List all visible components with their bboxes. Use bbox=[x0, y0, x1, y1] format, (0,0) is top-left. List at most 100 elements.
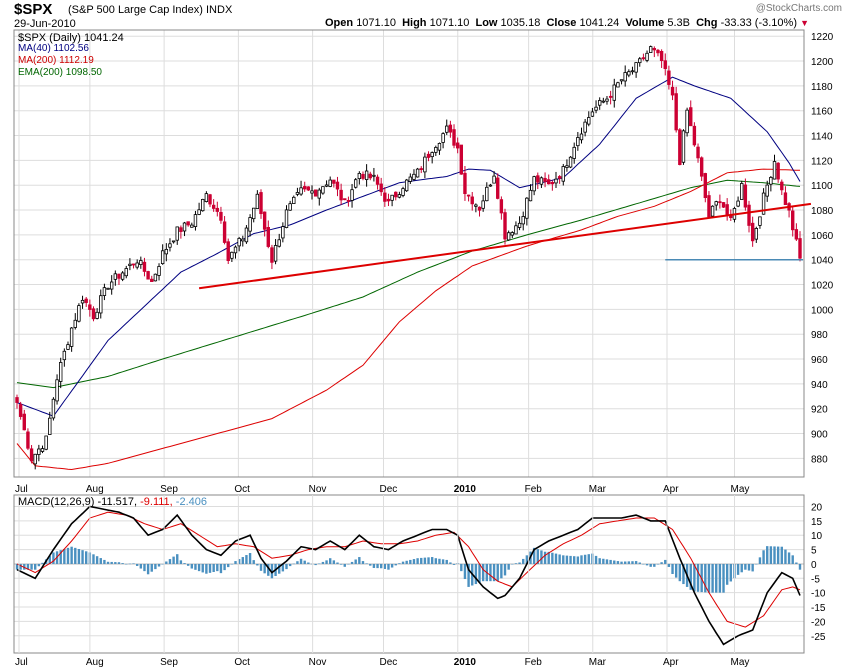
open-label: Open bbox=[325, 17, 354, 29]
macd-hist-bar bbox=[689, 563, 692, 590]
macd-hist-bar bbox=[154, 563, 157, 570]
candle-body bbox=[201, 198, 205, 212]
candle-body bbox=[364, 170, 369, 180]
macd-hist-bar bbox=[369, 563, 372, 566]
macd-hist-bar bbox=[729, 563, 733, 582]
candle-body bbox=[379, 183, 383, 193]
macd-hist-bar bbox=[117, 562, 121, 564]
macd-month-tick-label: Aug bbox=[86, 657, 104, 668]
candle-body bbox=[197, 209, 201, 215]
macd-hist-bar bbox=[551, 552, 554, 564]
candle-body bbox=[605, 98, 609, 102]
candle-body bbox=[710, 205, 715, 217]
candle-body bbox=[102, 287, 107, 296]
macd-hist-bar bbox=[740, 563, 743, 573]
candle-body bbox=[652, 47, 657, 51]
macd-hist-bar bbox=[128, 563, 132, 565]
candle-body bbox=[426, 153, 431, 158]
macd-hist-bar bbox=[543, 551, 547, 564]
candle-body bbox=[222, 221, 227, 243]
candle-body bbox=[91, 308, 96, 320]
candle-body bbox=[40, 448, 45, 452]
macd-legend-signal: -9.111, bbox=[140, 496, 173, 508]
candle-body bbox=[423, 156, 427, 173]
macd-tick-label: 20 bbox=[811, 502, 823, 513]
macd-hist-bar bbox=[248, 553, 252, 564]
macd-hist-bar bbox=[500, 563, 503, 579]
macd-hist-bar bbox=[394, 563, 397, 566]
macd-hist-bar bbox=[569, 555, 572, 564]
macd-hist-bar bbox=[492, 563, 496, 582]
macd-hist-bar bbox=[135, 563, 139, 566]
month-tick-label: Dec bbox=[380, 484, 398, 495]
macd-hist-bar bbox=[292, 563, 295, 565]
month-tick-label: May bbox=[731, 484, 750, 495]
macd-histogram bbox=[15, 546, 802, 593]
candle-body bbox=[372, 174, 376, 177]
candle-body bbox=[583, 121, 587, 133]
macd-hist-bar bbox=[562, 555, 565, 564]
macd-hist-bar bbox=[693, 563, 696, 592]
candle-body bbox=[266, 227, 270, 247]
candle-body bbox=[663, 60, 667, 69]
candle-body bbox=[139, 260, 143, 265]
macd-hist-bar bbox=[507, 563, 510, 570]
macd-hist-bar bbox=[161, 563, 164, 565]
candle-body bbox=[211, 204, 216, 209]
macd-hist-bar bbox=[307, 562, 310, 564]
macd-hist-bar bbox=[146, 563, 150, 575]
macd-hist-bar bbox=[583, 554, 587, 564]
macd-hist-bar bbox=[649, 563, 652, 567]
macd-hist-bar bbox=[580, 555, 583, 564]
candle-body bbox=[248, 217, 252, 232]
chg-value: -33.33 (-3.10%) bbox=[720, 17, 797, 29]
candle-body bbox=[226, 241, 230, 261]
ema200-path bbox=[16, 179, 801, 389]
macd-hist-bar bbox=[321, 561, 325, 564]
candle-body bbox=[539, 177, 544, 185]
candle-body bbox=[404, 179, 409, 192]
candle-body bbox=[29, 448, 34, 462]
macd-hist-bar bbox=[197, 563, 201, 572]
candle-body bbox=[536, 175, 540, 183]
candle-body bbox=[452, 129, 456, 146]
price-tick-label: 1220 bbox=[811, 32, 834, 43]
volume-label: Volume bbox=[625, 17, 665, 29]
candle-body bbox=[131, 263, 136, 266]
macd-tick-label: -5 bbox=[811, 574, 820, 585]
macd-hist-bar bbox=[227, 563, 230, 568]
macd-hist-bar bbox=[223, 563, 226, 571]
candle-body bbox=[772, 161, 777, 180]
candle-body bbox=[157, 266, 161, 276]
macd-hist-bar bbox=[139, 563, 143, 569]
candle-body bbox=[186, 221, 190, 226]
legend-ma40: MA(40) 1102.56 bbox=[18, 43, 89, 54]
price-tick-label: 1080 bbox=[811, 206, 834, 217]
macd-hist-bar bbox=[19, 563, 22, 570]
macd-hist-bar bbox=[532, 547, 536, 564]
macd-hist-bar bbox=[343, 563, 346, 567]
macd-tick-label: -10 bbox=[811, 589, 826, 600]
candle-body bbox=[306, 186, 311, 191]
macd-hist-bar bbox=[186, 563, 190, 566]
macd-month-tick-label: Dec bbox=[380, 657, 398, 668]
candle-body bbox=[368, 173, 372, 179]
macd-hist-bar bbox=[511, 563, 514, 565]
macd-hist-bar bbox=[427, 557, 430, 564]
candle-body bbox=[648, 46, 653, 53]
macd-tick-label: 10 bbox=[811, 531, 823, 542]
candle-body bbox=[550, 181, 555, 185]
candle-body bbox=[765, 184, 769, 197]
macd-hist-bar bbox=[787, 552, 791, 564]
month-tick-label: Jul bbox=[15, 484, 28, 495]
macd-hist-bar bbox=[766, 546, 769, 564]
candle-body bbox=[455, 142, 460, 149]
macd-hist-bar bbox=[609, 559, 612, 564]
price-tick-label: 1160 bbox=[811, 107, 833, 118]
down-triangle-icon: ▼ bbox=[800, 18, 809, 28]
candle-body bbox=[488, 184, 493, 187]
candle-body bbox=[284, 209, 289, 228]
candle-body bbox=[99, 295, 103, 314]
price-tick-label: 980 bbox=[811, 330, 828, 341]
macd-hist-bar bbox=[263, 563, 266, 574]
